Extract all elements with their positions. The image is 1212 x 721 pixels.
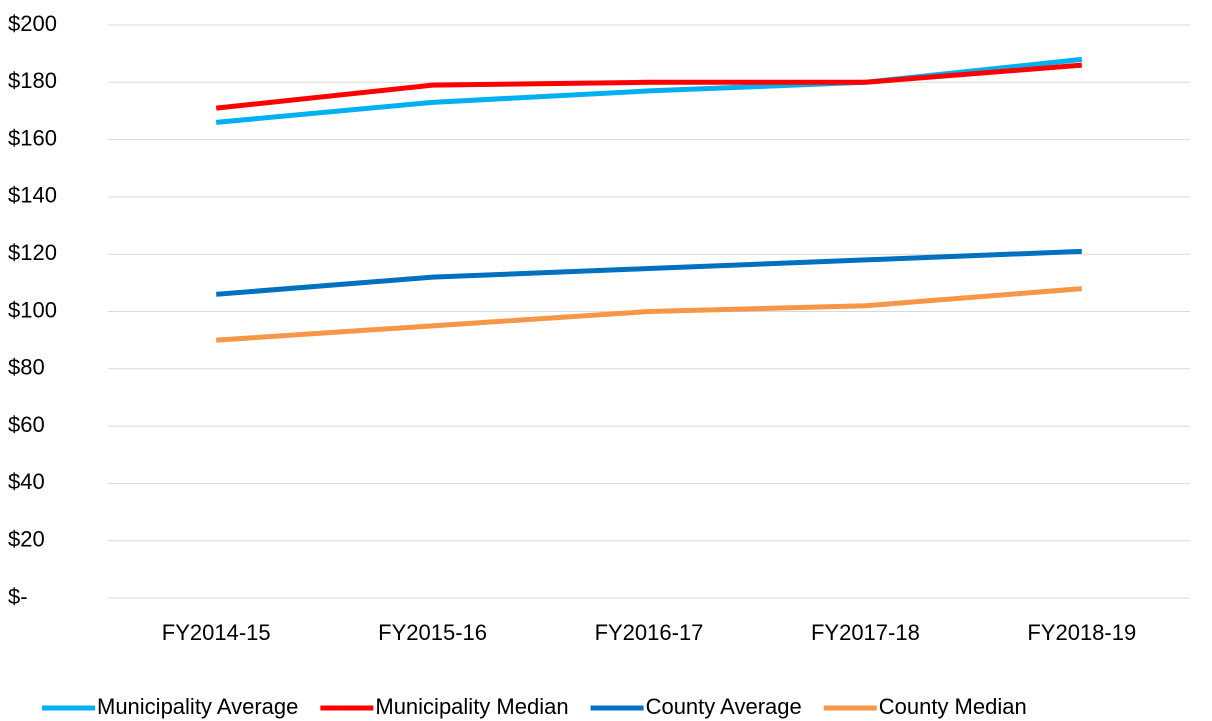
x-tick-label: FY2018-19 <box>1027 620 1136 645</box>
y-tick-label: $40 <box>8 469 45 494</box>
x-tick-label: FY2015-16 <box>378 620 487 645</box>
series-line <box>216 286 1082 343</box>
x-tick-label: FY2016-17 <box>595 620 704 645</box>
y-tick-label: $80 <box>8 355 45 380</box>
x-tick-label: FY2014-15 <box>162 620 271 645</box>
x-tick-label: FY2017-18 <box>811 620 920 645</box>
series-line <box>215 62 1082 111</box>
legend-label: County Median <box>879 694 1027 719</box>
legend-label: Municipality Median <box>375 694 568 719</box>
legend-label: County Average <box>646 694 802 719</box>
legend-label: Municipality Average <box>97 694 298 719</box>
y-tick-label: $200 <box>8 11 57 36</box>
y-tick-label: $20 <box>8 527 45 552</box>
y-tick-label: $60 <box>8 412 45 437</box>
series-line <box>216 248 1082 297</box>
y-tick-label: $140 <box>8 183 57 208</box>
y-tick-label: $120 <box>8 240 57 265</box>
series-line <box>215 56 1083 125</box>
y-tick-label: $100 <box>8 297 57 322</box>
y-tick-label: $160 <box>8 125 57 150</box>
y-tick-label: $180 <box>8 68 57 93</box>
y-tick-label: $- <box>8 584 28 609</box>
